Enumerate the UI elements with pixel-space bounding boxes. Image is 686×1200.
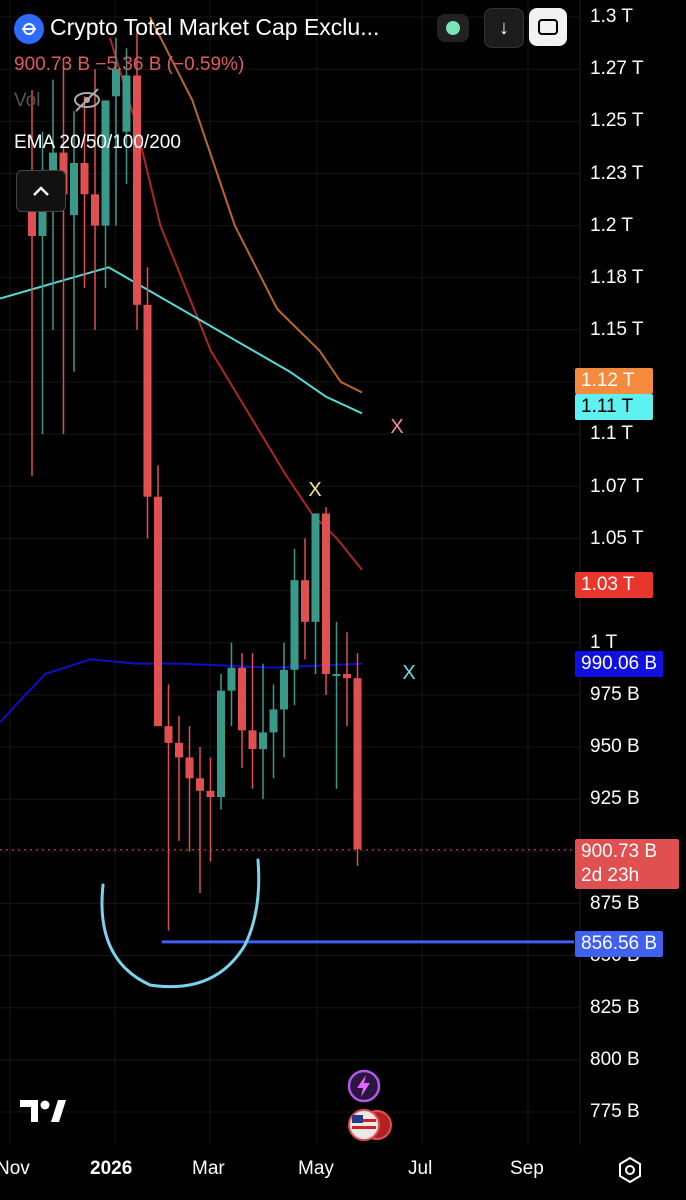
candle-body: [70, 163, 78, 216]
price-tag: 900.73 B: [575, 839, 679, 865]
candle-body: [28, 204, 36, 236]
candle-body: [175, 742, 183, 758]
candle-body: [80, 163, 89, 195]
ema-line: [0, 266, 363, 415]
fullscreen-button[interactable]: [529, 8, 567, 46]
price-tick: 1.2 T: [590, 215, 633, 236]
price-tick: 875 B: [590, 893, 640, 914]
price-tag: 2d 23h: [575, 863, 679, 889]
sketch-arc: [100, 858, 261, 989]
us-flag-icon[interactable]: [346, 1107, 394, 1143]
status-dot-icon: [437, 14, 469, 42]
price-tag: 1.11 T: [575, 394, 653, 420]
candle-body: [143, 304, 152, 497]
candle-body: [133, 75, 141, 305]
price-tag: 1.12 T: [575, 368, 653, 394]
time-tick: Sep: [510, 1158, 544, 1179]
eye-off-icon[interactable]: [72, 86, 102, 114]
price-tick: 1.18 T: [590, 267, 644, 288]
candle-body: [164, 726, 173, 743]
candle-body: [269, 709, 278, 733]
candle-body: [290, 580, 299, 670]
candle-body: [353, 678, 362, 850]
ema-line: [0, 658, 363, 723]
symbol-title[interactable]: Crypto Total Market Cap Exclu...: [50, 14, 380, 40]
price-tick: 1.23 T: [590, 163, 644, 184]
candle-body: [217, 690, 225, 798]
price-tick: 1.07 T: [590, 476, 644, 497]
candle-body: [112, 69, 120, 97]
time-tick: May: [298, 1158, 334, 1179]
candle-body: [185, 757, 194, 779]
price-tick: 800 B: [590, 1049, 640, 1070]
candle-body: [154, 496, 162, 727]
candle-body: [91, 194, 99, 226]
price-tick: 1.1 T: [590, 423, 633, 444]
price-tag: 1.03 T: [575, 572, 653, 598]
ema-indicator-label[interactable]: EMA 20/50/100/200: [14, 132, 181, 153]
candle-body: [238, 667, 246, 731]
price-tag: 990.06 B: [575, 651, 664, 677]
price-tick: 1.3 T: [590, 6, 633, 27]
download-icon: ↓: [499, 16, 509, 39]
candle-body: [280, 669, 288, 710]
candle-body: [227, 667, 236, 691]
candle-body: [49, 152, 57, 174]
price-tick: 1.05 T: [590, 528, 644, 549]
price-tick: 1 T: [590, 632, 618, 653]
logo-icon: [14, 14, 44, 44]
candle-body: [196, 778, 204, 791]
time-tick: 2026: [90, 1158, 133, 1179]
x-mark-3: X: [402, 662, 415, 684]
ema-line: [149, 16, 363, 394]
candle-body: [101, 100, 110, 226]
x-mark-1: X: [390, 416, 403, 438]
price-tick: 1.25 T: [590, 110, 644, 131]
time-tick: Mar: [192, 1158, 225, 1179]
tradingview-logo-icon[interactable]: [18, 1096, 68, 1126]
time-tick: Jul: [408, 1158, 433, 1179]
candle-body: [301, 580, 309, 622]
candle-body: [248, 730, 257, 750]
download-button[interactable]: ↓: [484, 8, 524, 48]
x-mark-2: X: [308, 479, 321, 501]
price-tick: 1.27 T: [590, 58, 644, 79]
flash-icon[interactable]: [346, 1068, 382, 1104]
volume-label: Vol: [14, 90, 41, 111]
collapse-button[interactable]: [16, 170, 66, 212]
candle-body: [206, 790, 215, 798]
price-quote: 900.73 B −5.36 B (−0.59%): [14, 54, 245, 75]
time-tick: Nov: [0, 1158, 30, 1179]
candle-body: [311, 513, 320, 622]
candle-body: [322, 513, 330, 674]
price-tick: 925 B: [590, 788, 640, 809]
chevron-up-icon: [33, 186, 49, 196]
price-tag: 856.56 B: [575, 931, 664, 957]
fullscreen-icon: [538, 19, 558, 35]
price-tick: 950 B: [590, 736, 640, 757]
price-tick: 775 B: [590, 1101, 640, 1122]
price-tick: 1.15 T: [590, 319, 644, 340]
candle-body: [122, 75, 131, 132]
ema-line: [109, 37, 363, 571]
candle-body: [343, 674, 351, 679]
candle-body: [259, 732, 267, 750]
price-tick: 825 B: [590, 997, 640, 1018]
price-tick: 975 B: [590, 684, 640, 705]
gear-icon[interactable]: [617, 1157, 643, 1183]
candle-body: [332, 674, 341, 676]
